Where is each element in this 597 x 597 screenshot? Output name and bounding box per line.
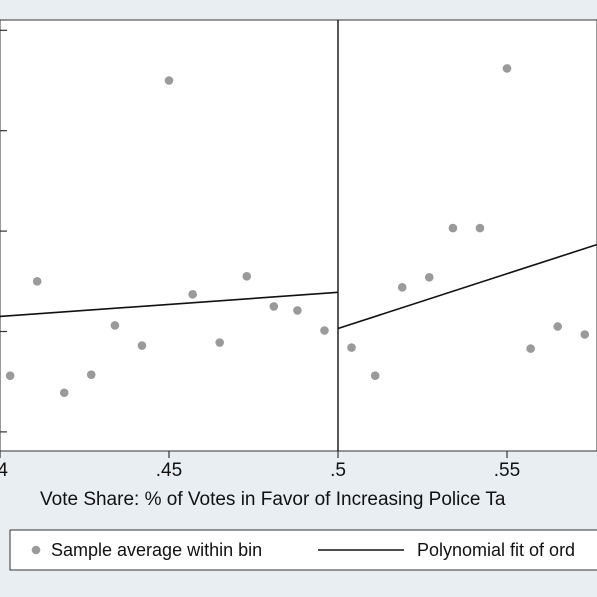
data-point-12 <box>320 326 329 335</box>
x-tick-label-1: .45 <box>156 460 182 481</box>
fit-line-left <box>0 291 339 318</box>
data-point-5 <box>137 341 147 350</box>
data-point-1 <box>32 277 42 286</box>
data-point-3 <box>86 370 96 379</box>
data-point-15 <box>397 283 407 292</box>
plot-area <box>0 19 597 452</box>
x-tick-label-2: .5 <box>330 460 346 481</box>
data-point-6 <box>164 76 174 85</box>
data-point-7 <box>188 290 197 299</box>
data-point-2 <box>59 388 69 398</box>
data-point-17 <box>448 223 458 233</box>
data-point-0 <box>5 371 15 380</box>
legend-marker-points <box>31 545 41 555</box>
data-point-13 <box>347 343 356 352</box>
legend-box <box>9 529 597 571</box>
legend-label-points: Sample average within bin <box>51 540 262 560</box>
data-point-9 <box>242 271 252 281</box>
data-point-18 <box>475 223 485 233</box>
data-point-21 <box>553 322 562 331</box>
legend-label-line: Polynomial fit of ord <box>417 540 575 560</box>
x-tick-label-0: .4 <box>0 460 8 481</box>
x-axis-title: Vote Share: % of Votes in Favor of Incre… <box>40 489 506 510</box>
data-point-14 <box>370 371 380 380</box>
data-point-8 <box>215 338 224 347</box>
fit-line-right <box>337 243 597 330</box>
data-point-11 <box>293 306 302 315</box>
data-point-10 <box>269 302 279 311</box>
data-point-16 <box>424 272 434 282</box>
data-point-4 <box>110 321 120 330</box>
x-tick-label-3: .55 <box>494 460 520 481</box>
data-point-20 <box>526 344 535 353</box>
data-point-22 <box>580 330 590 339</box>
data-point-19 <box>502 64 512 73</box>
legend: Sample average within bin Polynomial fit … <box>9 529 597 571</box>
